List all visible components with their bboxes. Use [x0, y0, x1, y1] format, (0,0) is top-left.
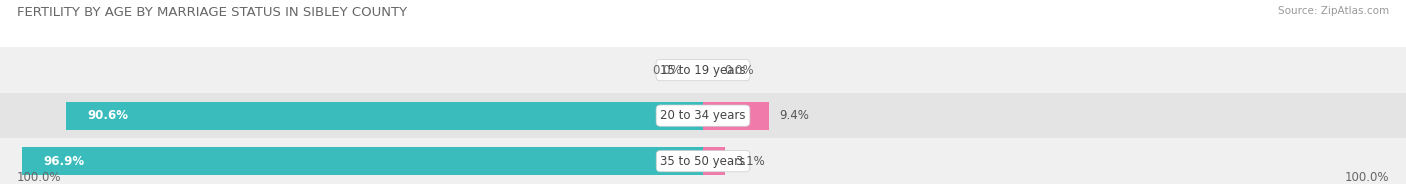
Bar [21, 147, 703, 175]
Text: 96.9%: 96.9% [42, 155, 84, 168]
Text: 20 to 34 years: 20 to 34 years [661, 109, 745, 122]
Bar [66, 102, 703, 130]
Text: FERTILITY BY AGE BY MARRIAGE STATUS IN SIBLEY COUNTY: FERTILITY BY AGE BY MARRIAGE STATUS IN S… [17, 6, 406, 19]
Bar [0, 138, 1406, 184]
Text: 100.0%: 100.0% [1344, 171, 1389, 184]
Bar [703, 147, 725, 175]
Text: 100.0%: 100.0% [17, 171, 62, 184]
Text: 15 to 19 years: 15 to 19 years [661, 64, 745, 77]
Bar [0, 47, 1406, 93]
Text: 35 to 50 years: 35 to 50 years [661, 155, 745, 168]
Text: 90.6%: 90.6% [87, 109, 128, 122]
Bar [0, 93, 1406, 138]
Bar [703, 102, 769, 130]
Text: 9.4%: 9.4% [779, 109, 810, 122]
Text: Source: ZipAtlas.com: Source: ZipAtlas.com [1278, 6, 1389, 16]
Text: 3.1%: 3.1% [735, 155, 765, 168]
Text: 0.0%: 0.0% [724, 64, 754, 77]
Text: 0.0%: 0.0% [652, 64, 682, 77]
